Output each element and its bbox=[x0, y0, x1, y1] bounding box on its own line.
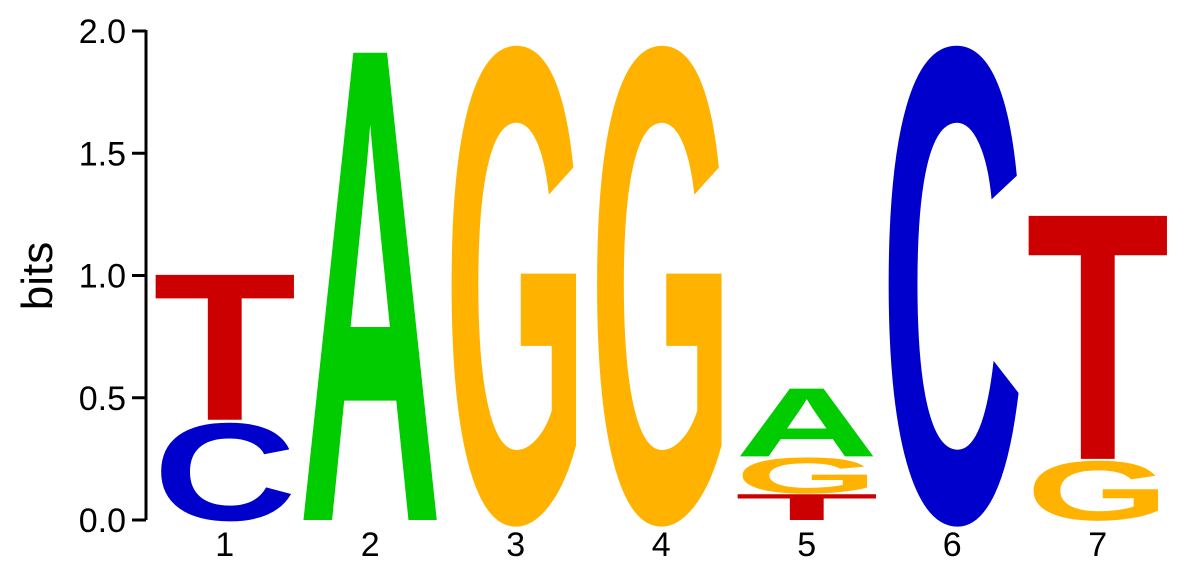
logo-letter-c: C bbox=[881, 0, 1024, 565]
x-tick-label: 3 bbox=[506, 526, 525, 564]
y-axis-label: bits bbox=[13, 242, 62, 310]
x-tick-label: 4 bbox=[652, 526, 671, 564]
x-tick-label: 6 bbox=[943, 526, 962, 564]
x-tick-label: 1 bbox=[215, 526, 234, 564]
x-tick-label: 5 bbox=[797, 526, 816, 564]
logo-letter-a: A bbox=[735, 368, 878, 478]
logo-letter-a: A bbox=[299, 0, 442, 565]
y-tick-label: 0.0 bbox=[79, 502, 126, 540]
logo-letter-g: G bbox=[444, 0, 587, 565]
x-tick-label: 7 bbox=[1088, 526, 1107, 564]
y-tick-label: 2.0 bbox=[79, 13, 126, 51]
logo-letter-t: T bbox=[153, 230, 296, 465]
logo-letter-g: G bbox=[590, 0, 733, 565]
logo-letter-t: T bbox=[1026, 139, 1169, 535]
y-axis-ticks: 0.0 0.5 1.0 1.5 2.0 bbox=[79, 13, 146, 540]
letter-stacks: CT A G G TGA C GT bbox=[153, 0, 1169, 565]
y-tick-label: 1.0 bbox=[79, 258, 126, 296]
y-tick-label: 0.5 bbox=[79, 380, 126, 418]
x-tick-label: 2 bbox=[361, 526, 380, 564]
y-tick-label: 1.5 bbox=[79, 135, 126, 173]
